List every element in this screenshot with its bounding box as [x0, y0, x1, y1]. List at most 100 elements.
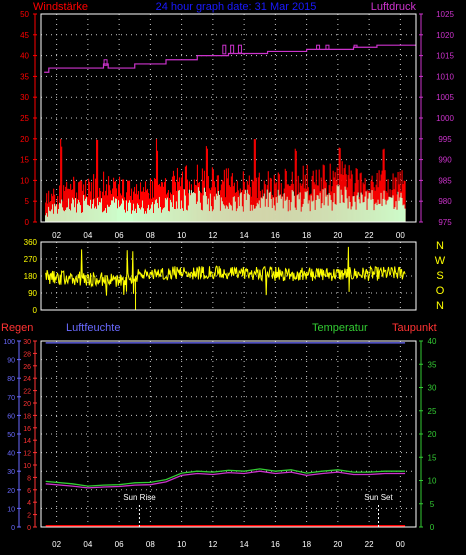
- climate-time-tick-label: 14: [240, 540, 249, 549]
- sunset-label: Sun Set: [364, 493, 393, 502]
- climate-time-tick-label: 04: [83, 540, 92, 549]
- rain-y-tick-label: 14: [23, 438, 31, 445]
- pressure-y-tick-label: 1000: [436, 114, 454, 123]
- pressure-line: [44, 44, 416, 73]
- rain-y-tick-label: 2: [27, 513, 31, 520]
- wind-y-tick-label: 50: [20, 10, 29, 19]
- climate-time-tick-label: 20: [333, 540, 342, 549]
- temperature-y-tick-label: 5: [430, 500, 435, 509]
- rain-y-tick-label: 18: [23, 413, 31, 420]
- direction-y-tick-label: 0: [33, 306, 38, 315]
- pressure-blip: [237, 44, 242, 54]
- temperature-line: [45, 468, 406, 487]
- pressure-blip: [222, 44, 227, 55]
- wind-time-tick-label: 00: [396, 231, 405, 240]
- chart-title: 24 hour graph date: 31 Mar 2015: [156, 1, 317, 13]
- temperature-y-tick-label: 30: [428, 384, 437, 393]
- pressure-y-tick-label: 985: [438, 176, 452, 185]
- wind-time-tick-label: 04: [83, 231, 92, 240]
- pressure-blip: [230, 44, 235, 54]
- humidity-y-tick-label: 0: [11, 525, 15, 532]
- direction-y-tick-label: 360: [24, 238, 38, 247]
- pressure-y-tick-label: 1005: [436, 93, 454, 102]
- pressure-y-tick-label: 995: [438, 135, 452, 144]
- rain-y-tick-label: 4: [27, 500, 31, 507]
- wind-y-tick-label: 40: [20, 52, 29, 61]
- humidity-y-tick-label: 70: [7, 395, 15, 402]
- wind-time-tick-label: 02: [52, 231, 61, 240]
- wind-time-tick-label: 12: [208, 231, 217, 240]
- pressure-blip: [325, 44, 330, 50]
- humidity-y-tick-label: 10: [7, 506, 15, 513]
- wind-time-tick-label: 14: [240, 231, 249, 240]
- direction-y-tick-label: 90: [28, 289, 37, 298]
- wind-time-tick-label: 10: [177, 231, 186, 240]
- rain-y-tick-label: 16: [23, 426, 31, 433]
- rain-y-tick-label: 26: [23, 364, 31, 371]
- climate-time-tick-label: 10: [177, 540, 186, 549]
- pressure-blip: [103, 59, 108, 66]
- pressure-y-tick-label: 1010: [436, 72, 454, 81]
- rain-y-tick-label: 8: [27, 475, 31, 482]
- wind-y-tick-label: 10: [20, 176, 29, 185]
- dewpoint-line: [45, 470, 406, 489]
- wind-time-tick-label: 08: [146, 231, 155, 240]
- compass-label: N: [436, 240, 444, 252]
- compass-label: S: [436, 270, 443, 282]
- wind-y-tick-label: 30: [20, 93, 29, 102]
- wind-time-tick-label: 20: [333, 231, 342, 240]
- climate-time-tick-label: 00: [396, 540, 405, 549]
- dewpoint-axis-label: Taupunkt: [392, 322, 437, 334]
- rain-axis-label: Regen: [1, 322, 33, 334]
- climate-time-tick-label: 12: [208, 540, 217, 549]
- pressure-y-tick-label: 990: [438, 156, 452, 165]
- temperature-y-tick-label: 0: [430, 523, 435, 532]
- humidity-y-tick-label: 80: [7, 376, 15, 383]
- rain-y-tick-label: 0: [27, 525, 31, 532]
- climate-time-tick-label: 22: [365, 540, 374, 549]
- rain-y-tick-label: 6: [27, 488, 31, 495]
- direction-y-tick-label: 180: [24, 272, 38, 281]
- wind-axis-label: Windstärke: [33, 1, 88, 13]
- pressure-y-tick-label: 975: [438, 218, 452, 227]
- compass-label: N: [436, 300, 444, 312]
- temperature-y-tick-label: 10: [428, 477, 437, 486]
- rain-y-tick-label: 12: [23, 451, 31, 458]
- pressure-y-tick-label: 1020: [436, 31, 454, 40]
- humidity-y-tick-label: 20: [7, 488, 15, 495]
- direction-y-tick-label: 270: [24, 255, 38, 264]
- pressure-y-tick-label: 1015: [436, 52, 454, 61]
- pressure-blip: [353, 44, 358, 48]
- rain-y-tick-label: 10: [23, 463, 31, 470]
- wind-y-tick-label: 0: [25, 218, 30, 227]
- chart-grids: [41, 14, 416, 527]
- climate-plot-frame: [40, 340, 417, 528]
- climate-time-tick-label: 16: [271, 540, 280, 549]
- wind-plot-frame: [40, 13, 417, 223]
- rain-y-tick-label: 30: [23, 339, 31, 346]
- climate-time-tick-label: 06: [115, 540, 124, 549]
- direction-plot-frame: [40, 241, 417, 311]
- humidity-y-tick-label: 30: [7, 469, 15, 476]
- chart-frames: [17, 13, 423, 528]
- wind-y-tick-label: 35: [20, 72, 29, 81]
- wind-y-tick-label: 45: [20, 31, 29, 40]
- temperature-y-tick-label: 25: [428, 407, 437, 416]
- climate-time-tick-label: 18: [302, 540, 311, 549]
- wind-time-tick-label: 18: [302, 231, 311, 240]
- humidity-y-tick-label: 60: [7, 413, 15, 420]
- rain-y-tick-label: 22: [23, 389, 31, 396]
- rain-y-tick-label: 28: [23, 351, 31, 358]
- temperature-y-tick-label: 20: [428, 430, 437, 439]
- humidity-y-tick-label: 100: [3, 339, 15, 346]
- wind-y-tick-label: 15: [20, 156, 29, 165]
- temperature-y-tick-label: 15: [428, 453, 437, 462]
- wind-y-tick-label: 25: [20, 114, 29, 123]
- wind-y-tick-label: 5: [25, 197, 30, 206]
- compass-label: W: [435, 255, 446, 267]
- wind-time-tick-label: 06: [115, 231, 124, 240]
- pressure-blip: [316, 44, 321, 50]
- humidity-y-tick-label: 90: [7, 358, 15, 365]
